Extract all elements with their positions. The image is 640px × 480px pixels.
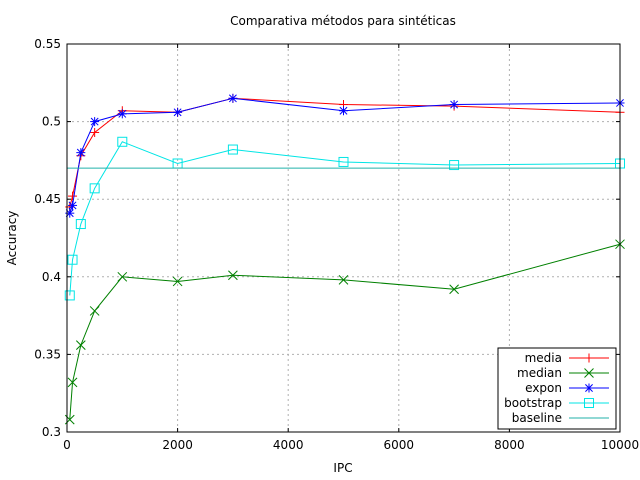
series-line-bootstrap	[69, 141, 621, 296]
y-axis-title: Accuracy	[5, 211, 19, 266]
data-point-bootstrap	[89, 183, 100, 194]
axis-ticks: 0 2000 4000 6000 8000 10000 0.3 0.35 0.4 0.45 0.5 0…	[34, 37, 639, 452]
marker-stroke	[117, 136, 128, 147]
data-point-media	[90, 127, 100, 137]
legend-label-expon: expon	[525, 381, 562, 395]
marker-stroke	[227, 144, 238, 155]
marker-stroke	[338, 275, 349, 285]
plot-series	[64, 93, 625, 425]
data-point-median	[67, 377, 78, 388]
data-point-median	[75, 340, 86, 350]
marker-stroke	[450, 100, 459, 109]
marker-stroke	[118, 109, 127, 118]
marker-stroke	[89, 183, 100, 194]
data-point-bootstrap	[64, 290, 75, 301]
data-point-median	[172, 276, 183, 287]
marker-stroke	[228, 94, 237, 103]
y-tick-label: 0.5	[42, 115, 61, 129]
data-point-expon	[228, 93, 238, 103]
data-point-bootstrap	[117, 136, 128, 147]
marker-stroke	[585, 384, 593, 392]
data-point-bootstrap	[449, 160, 460, 171]
legend-label-bootstrap: bootstrap	[504, 396, 562, 410]
legend-marker-median	[584, 368, 594, 378]
data-point-bootstrap	[338, 156, 349, 167]
data-point-median	[89, 306, 100, 316]
data-point-media	[68, 191, 78, 201]
marker-stroke	[64, 290, 75, 301]
marker-stroke	[76, 148, 85, 157]
marker-stroke	[67, 377, 78, 388]
data-point-bootstrap	[227, 144, 238, 155]
y-tick-label: 0.55	[34, 37, 61, 51]
legend-label-media: media	[525, 351, 562, 365]
marker-stroke	[117, 271, 128, 282]
x-tick-label: 4000	[273, 438, 304, 452]
chart-title: Comparativa métodos para sintéticas	[230, 14, 456, 28]
data-point-median	[449, 284, 459, 295]
series-line-expon	[69, 97, 621, 214]
data-point-expon	[68, 200, 78, 210]
marker-stroke	[584, 368, 594, 378]
y-tick-label: 0.45	[34, 192, 61, 206]
y-tick-label: 0.3	[42, 425, 61, 439]
marker-stroke	[89, 306, 100, 316]
data-point-bootstrap	[75, 219, 86, 230]
series-expon	[65, 93, 625, 218]
marker-stroke	[584, 398, 594, 408]
legend-marker-bootstrap	[584, 398, 594, 408]
x-tick-label: 6000	[384, 438, 415, 452]
data-point-expon	[76, 148, 86, 158]
series-line-median	[69, 243, 621, 420]
data-point-expon	[173, 107, 183, 117]
x-tick-label: 8000	[494, 438, 525, 452]
x-axis-title: IPC	[333, 461, 352, 475]
marker-stroke	[449, 160, 460, 171]
plot-frame	[66, 43, 621, 433]
marker-stroke	[173, 108, 182, 117]
marker-stroke	[228, 270, 238, 281]
data-point-expon	[90, 117, 100, 127]
marker-stroke	[75, 219, 86, 230]
marker-stroke	[75, 340, 86, 350]
legend-marker-media	[584, 353, 594, 363]
y-tick-label: 0.35	[34, 347, 61, 361]
marker-stroke	[338, 156, 349, 167]
marker-stroke	[449, 284, 459, 295]
legend-label-median: median	[517, 366, 562, 380]
data-point-expon	[339, 106, 348, 116]
data-point-median	[228, 270, 238, 281]
legend-label-baseline: baseline	[512, 411, 562, 425]
marker-stroke	[339, 106, 348, 115]
marker-stroke	[90, 117, 99, 126]
y-tick-label: 0.4	[42, 270, 61, 284]
x-tick-label: 2000	[162, 438, 193, 452]
data-point-bootstrap	[67, 254, 78, 265]
data-point-expon	[117, 109, 127, 119]
data-point-expon	[449, 100, 459, 110]
data-point-median	[117, 271, 128, 282]
marker-stroke	[172, 276, 183, 287]
marker-stroke	[68, 201, 77, 210]
x-tick-label: 0	[63, 438, 71, 452]
legend-marker-expon	[584, 383, 594, 393]
data-point-median	[338, 275, 349, 285]
x-tick-label: 10000	[601, 438, 639, 452]
marker-stroke	[67, 254, 78, 265]
